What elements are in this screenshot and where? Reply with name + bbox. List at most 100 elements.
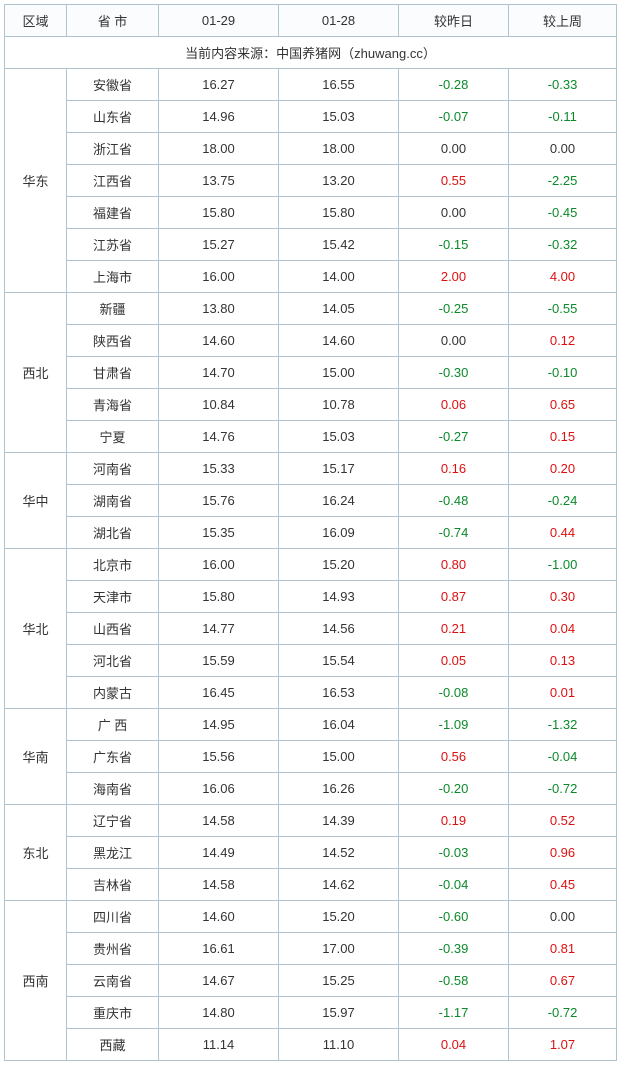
province-cell: 河北省 (67, 645, 159, 677)
province-cell: 江西省 (67, 165, 159, 197)
table-row: 上海市16.0014.002.004.00 (5, 261, 617, 293)
province-cell: 甘肃省 (67, 357, 159, 389)
province-cell: 山西省 (67, 613, 159, 645)
province-cell: 天津市 (67, 581, 159, 613)
table-row: 宁夏14.7615.03-0.270.15 (5, 421, 617, 453)
table-row: 江西省13.7513.200.55-2.25 (5, 165, 617, 197)
delta-lastweek: -0.04 (509, 741, 617, 773)
value-d2: 15.17 (279, 453, 399, 485)
value-d1: 15.35 (159, 517, 279, 549)
value-d1: 18.00 (159, 133, 279, 165)
value-d1: 15.33 (159, 453, 279, 485)
delta-yesterday: 0.06 (399, 389, 509, 421)
province-cell: 宁夏 (67, 421, 159, 453)
delta-lastweek: 0.04 (509, 613, 617, 645)
value-d1: 14.95 (159, 709, 279, 741)
delta-yesterday: -0.07 (399, 101, 509, 133)
province-cell: 黑龙江 (67, 837, 159, 869)
value-d2: 13.20 (279, 165, 399, 197)
delta-yesterday: 0.04 (399, 1029, 509, 1061)
header-row: 区域 省 市 01-29 01-28 较昨日 较上周 (5, 5, 617, 37)
delta-yesterday: -1.17 (399, 997, 509, 1029)
value-d2: 15.03 (279, 421, 399, 453)
value-d2: 15.97 (279, 997, 399, 1029)
value-d1: 14.96 (159, 101, 279, 133)
table-row: 天津市15.8014.930.870.30 (5, 581, 617, 613)
value-d1: 15.56 (159, 741, 279, 773)
table-row: 福建省15.8015.800.00-0.45 (5, 197, 617, 229)
source-row: 当前内容来源：中国养猪网（zhuwang.cc） (5, 37, 617, 69)
delta-yesterday: 0.16 (399, 453, 509, 485)
province-cell: 云南省 (67, 965, 159, 997)
value-d2: 14.05 (279, 293, 399, 325)
table-row: 江苏省15.2715.42-0.15-0.32 (5, 229, 617, 261)
value-d2: 15.20 (279, 901, 399, 933)
delta-yesterday: 0.87 (399, 581, 509, 613)
value-d2: 16.53 (279, 677, 399, 709)
region-cell: 华南 (5, 709, 67, 805)
value-d2: 15.03 (279, 101, 399, 133)
delta-yesterday: -0.28 (399, 69, 509, 101)
table-row: 浙江省18.0018.000.000.00 (5, 133, 617, 165)
delta-yesterday: -0.27 (399, 421, 509, 453)
province-cell: 吉林省 (67, 869, 159, 901)
value-d1: 16.00 (159, 549, 279, 581)
value-d2: 16.09 (279, 517, 399, 549)
delta-lastweek: 0.30 (509, 581, 617, 613)
province-cell: 广东省 (67, 741, 159, 773)
table-row: 华南广 西14.9516.04-1.09-1.32 (5, 709, 617, 741)
header-province: 省 市 (67, 5, 159, 37)
value-d2: 16.24 (279, 485, 399, 517)
province-cell: 辽宁省 (67, 805, 159, 837)
province-cell: 山东省 (67, 101, 159, 133)
table-row: 陕西省14.6014.600.000.12 (5, 325, 617, 357)
value-d2: 15.20 (279, 549, 399, 581)
province-cell: 福建省 (67, 197, 159, 229)
value-d1: 13.80 (159, 293, 279, 325)
delta-yesterday: 0.00 (399, 197, 509, 229)
province-cell: 江苏省 (67, 229, 159, 261)
value-d1: 15.80 (159, 581, 279, 613)
value-d2: 16.26 (279, 773, 399, 805)
delta-lastweek: 0.00 (509, 901, 617, 933)
delta-lastweek: 0.67 (509, 965, 617, 997)
value-d1: 16.00 (159, 261, 279, 293)
table-row: 青海省10.8410.780.060.65 (5, 389, 617, 421)
value-d1: 14.76 (159, 421, 279, 453)
value-d2: 16.04 (279, 709, 399, 741)
delta-lastweek: -0.33 (509, 69, 617, 101)
province-cell: 浙江省 (67, 133, 159, 165)
delta-lastweek: 0.12 (509, 325, 617, 357)
table-body: 华东安徽省16.2716.55-0.28-0.33山东省14.9615.03-0… (5, 69, 617, 1061)
delta-lastweek: -0.45 (509, 197, 617, 229)
value-d1: 14.49 (159, 837, 279, 869)
value-d1: 16.27 (159, 69, 279, 101)
value-d1: 14.80 (159, 997, 279, 1029)
province-cell: 内蒙古 (67, 677, 159, 709)
region-cell: 华北 (5, 549, 67, 709)
delta-yesterday: -0.25 (399, 293, 509, 325)
delta-lastweek: 0.45 (509, 869, 617, 901)
province-cell: 河南省 (67, 453, 159, 485)
delta-lastweek: 0.96 (509, 837, 617, 869)
value-d2: 17.00 (279, 933, 399, 965)
table-row: 西北新疆13.8014.05-0.25-0.55 (5, 293, 617, 325)
table-row: 山东省14.9615.03-0.07-0.11 (5, 101, 617, 133)
delta-yesterday: 0.21 (399, 613, 509, 645)
table-row: 甘肃省14.7015.00-0.30-0.10 (5, 357, 617, 389)
value-d1: 15.59 (159, 645, 279, 677)
table-row: 河北省15.5915.540.050.13 (5, 645, 617, 677)
delta-yesterday: 0.55 (399, 165, 509, 197)
delta-yesterday: -0.58 (399, 965, 509, 997)
table-row: 贵州省16.6117.00-0.390.81 (5, 933, 617, 965)
value-d1: 13.75 (159, 165, 279, 197)
value-d1: 14.77 (159, 613, 279, 645)
province-cell: 海南省 (67, 773, 159, 805)
value-d1: 16.61 (159, 933, 279, 965)
value-d2: 15.80 (279, 197, 399, 229)
value-d2: 15.00 (279, 741, 399, 773)
table-row: 黑龙江14.4914.52-0.030.96 (5, 837, 617, 869)
value-d2: 15.54 (279, 645, 399, 677)
delta-lastweek: 0.65 (509, 389, 617, 421)
province-cell: 湖南省 (67, 485, 159, 517)
